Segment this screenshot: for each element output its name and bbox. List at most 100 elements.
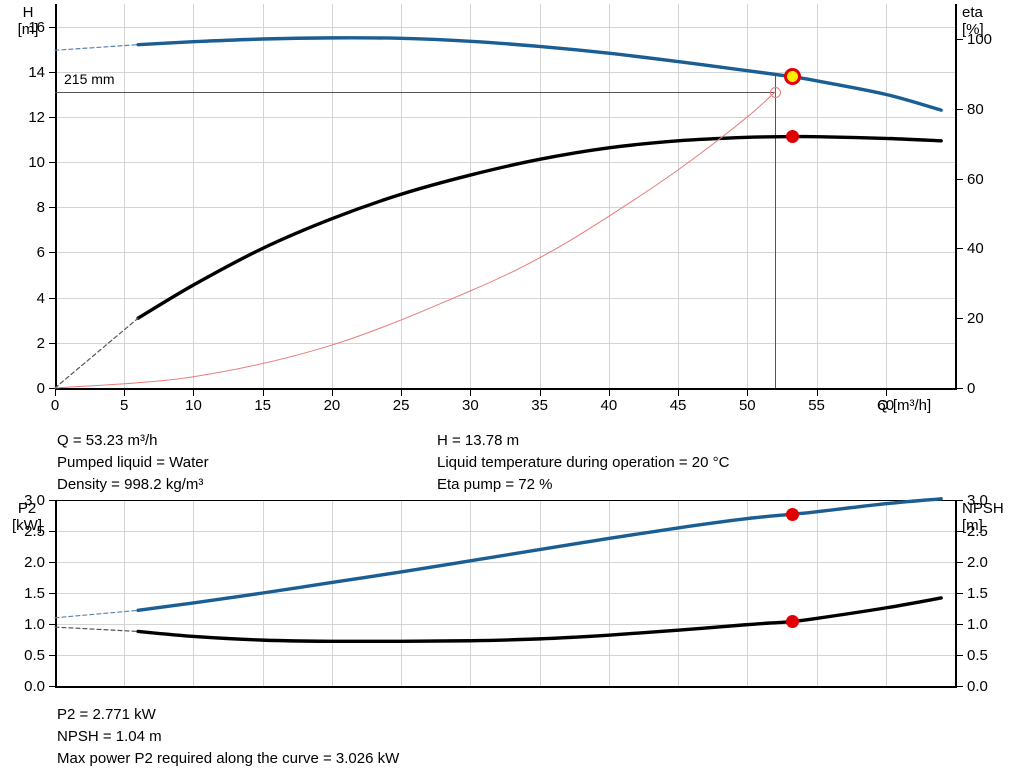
- y-axis-left-tick: [49, 342, 55, 344]
- npsh-axis-title: NPSH [m]: [962, 500, 1022, 534]
- y-axis-left-tick: [49, 252, 55, 254]
- power-npsh-results: P2 = 2.771 kW NPSH = 1.04 m Max power P2…: [57, 704, 399, 770]
- eta-axis-title: eta [%]: [962, 4, 1016, 38]
- y-axis-right-tick: [957, 318, 963, 320]
- y-axis-left-tick: [49, 624, 55, 625]
- y-axis-right-tick: [957, 624, 963, 625]
- gridline-vertical: [262, 4, 264, 388]
- info-pumped-liquid: Pumped liquid = Water: [57, 454, 209, 471]
- y-axis-right-tick: [957, 500, 963, 501]
- gridline-vertical: [816, 4, 818, 388]
- curve-shaft-power-p2: [136, 497, 943, 613]
- h-axis-title-line1: H: [22, 4, 34, 21]
- gridline-horizontal: [55, 562, 955, 563]
- y-axis-right-tick-label: 3.0: [967, 492, 988, 509]
- y-axis-right-tick: [957, 686, 963, 687]
- y-axis-left-tick: [49, 297, 55, 299]
- y-axis-right-tick-label: 0: [967, 380, 976, 397]
- y-axis-left-tick-label: 3.0: [24, 492, 45, 509]
- y-axis-right-tick-label: 2.0: [967, 554, 988, 571]
- gridline-horizontal: [55, 207, 955, 209]
- x-axis-tick-label: 15: [254, 397, 272, 414]
- y-axis-left: [55, 4, 57, 388]
- y-axis-right-tick: [957, 388, 963, 389]
- y-axis-right: [955, 4, 957, 388]
- y-axis-left-tick: [49, 162, 55, 164]
- y-axis-left-tick-label: 0.0: [24, 678, 45, 695]
- duty-point-vertical-line: [775, 76, 776, 388]
- head-efficiency-plot-area: [55, 4, 955, 388]
- operating-data-col2: H = 13.78 m Liquid temperature during op…: [437, 430, 729, 496]
- x-axis-tick-label: 30: [462, 397, 479, 414]
- info-liquid-temperature: Liquid temperature during operation = 20…: [437, 454, 730, 471]
- x-axis-tick: [193, 390, 195, 396]
- head-efficiency-chart: H [m] eta [%] NK 65-250/215 215 mm 16141…: [6, 4, 1016, 414]
- x-axis-tick: [331, 390, 333, 396]
- y-axis-right-tick-label: 40: [967, 240, 984, 258]
- p2-axis-title-line1: P2: [17, 500, 37, 517]
- curve-head-curve-215-mm-impeller: [136, 36, 943, 112]
- curve-efficiency-curve-extrapolation-dashed: [54, 317, 139, 389]
- gridline-vertical: [608, 4, 610, 388]
- y-axis-right-tick: [957, 562, 963, 563]
- y-axis-left-tick-label: 1.5: [24, 585, 45, 602]
- x-axis-tick-label: 20: [323, 397, 341, 414]
- info-density: Density = 998.2 kg/m³: [57, 476, 204, 493]
- x-axis-tick: [55, 390, 56, 396]
- x-axis-tick-label: 55: [808, 397, 825, 414]
- x-axis-tick: [262, 390, 264, 396]
- duty-point-horizontal-line: [55, 92, 775, 94]
- npsh-axis-title-line1: NPSH: [962, 500, 1004, 517]
- gridline-horizontal: [55, 655, 955, 656]
- curve-p2-extrapolation-dashed: [54, 609, 139, 619]
- x-axis-tick: [885, 390, 887, 396]
- p2-axis-title: P2 [kW]: [4, 500, 50, 534]
- y-axis-right-tick-label: 60: [967, 170, 984, 188]
- x-axis-tick: [470, 390, 472, 396]
- h-axis-title-line2: [m]: [17, 21, 39, 38]
- gridline-vertical: [124, 4, 126, 388]
- gridline-horizontal: [55, 26, 955, 28]
- y-axis-right: [955, 500, 957, 686]
- duty-point-power: [785, 507, 799, 521]
- eta-axis-title-line1: eta: [962, 4, 983, 21]
- info-npsh: NPSH = 1.04 m: [57, 728, 162, 745]
- y-axis-left-tick: [49, 388, 55, 389]
- x-axis-tick-label: 60: [877, 397, 895, 414]
- duty-point-npsh: [785, 615, 799, 629]
- p2-axis-title-line2: [kW]: [12, 517, 42, 534]
- operating-data-col1: Q = 53.23 m³/h Pumped liquid = Water Den…: [57, 430, 209, 496]
- y-axis-left-tick-label: 6: [36, 244, 45, 262]
- x-axis-tick: [816, 390, 818, 396]
- y-axis-right-tick-label: 0.0: [967, 678, 988, 695]
- x-axis-tick-label: 45: [669, 397, 687, 414]
- y-axis-right-tick: [957, 593, 963, 594]
- gridline-vertical: [331, 4, 333, 388]
- y-axis-right-tick: [957, 108, 963, 110]
- info-p2: P2 = 2.771 kW: [57, 706, 156, 723]
- gridline-vertical: [539, 4, 541, 388]
- x-axis-tick: [608, 390, 610, 396]
- x-axis-title: Q [m³/h]: [877, 397, 932, 414]
- curve-npsh: [136, 596, 943, 644]
- gridline-vertical: [747, 4, 749, 388]
- head-efficiency-curves: [54, 36, 943, 389]
- gridline-vertical: [401, 4, 403, 388]
- curve-head-curve-extrapolation-dashed: [54, 44, 139, 51]
- x-axis-tick-label: 10: [185, 397, 202, 414]
- power-npsh-chart: P2 [kW] NPSH [m] 3.0 3.0 2.5 2.5 2.0 2.0 1.5 1.…: [0, 493, 1024, 698]
- gridline-vertical: [678, 4, 680, 388]
- gridline-vertical: [470, 4, 472, 388]
- x-axis-tick-label: 50: [738, 397, 756, 414]
- y-axis-left-tick-label: 0.5: [24, 647, 45, 664]
- x-axis-tick-label: 25: [392, 397, 410, 414]
- y-axis-right-tick: [957, 655, 963, 656]
- y-axis-left-tick-label: 14: [28, 63, 45, 81]
- curve-efficiency-curve: [136, 134, 943, 320]
- y-axis-right-tick-label: 0.5: [967, 647, 988, 664]
- h-axis-title: H [m]: [6, 4, 50, 38]
- y-axis-right-tick-label: 20: [967, 310, 984, 328]
- x-axis-tick: [401, 390, 403, 396]
- system-curve-endpoint: [769, 86, 781, 98]
